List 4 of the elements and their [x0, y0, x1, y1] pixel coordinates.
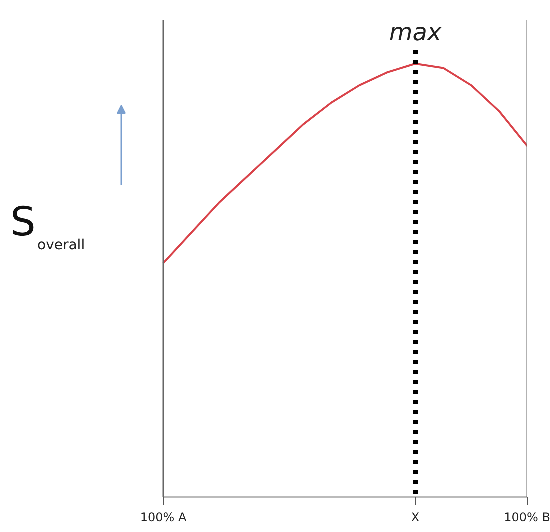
x-tick-label: X [411, 510, 420, 524]
text: max [389, 18, 442, 46]
x-tick-label: 100% A [140, 510, 188, 524]
x-tick-label: 100% B [504, 510, 550, 524]
